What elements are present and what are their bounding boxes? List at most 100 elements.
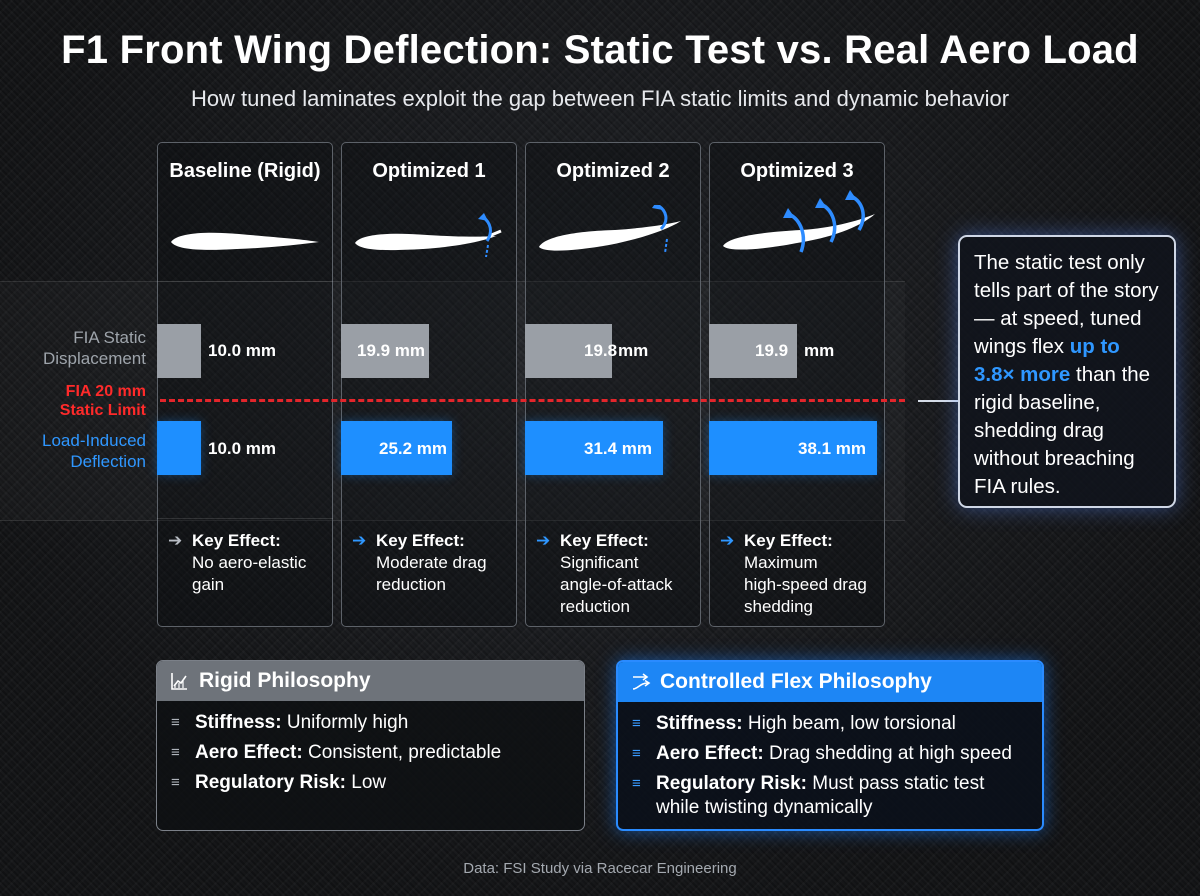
airfoil-flex-3-icon [723, 190, 875, 253]
list-item: ≡ Aero Effect: Drag shedding at high spee… [632, 742, 1042, 766]
key-effect-baseline: ➔ Key Effect: No aero-elastic gain [168, 530, 342, 596]
list-bullet-icon: ≡ [632, 715, 641, 732]
key-effect-heading: Key Effect: [744, 531, 833, 550]
arrow-right-icon: ➔ [536, 531, 551, 550]
column-divider [157, 281, 333, 282]
rigid-philosophy-panel: Rigid Philosophy ≡ Stiffness: Uniformly h… [156, 660, 585, 831]
airfoil-flex-1-icon [355, 213, 502, 258]
key-effect-line: shedding [744, 597, 814, 616]
static-unit-label: mm [618, 341, 649, 360]
arrow-right-icon: ➔ [168, 531, 183, 550]
static-row-label: FIA Static Displacement [10, 327, 146, 369]
limit-row-label: FIA 20 mm Static Limit [10, 382, 146, 420]
key-effect-line: Moderate drag [376, 553, 487, 572]
static-value-label: 19.9 [755, 341, 789, 360]
callout-highlight: up to 3.8× more [974, 335, 1120, 386]
flex-list: ≡ Stiffness: High beam, low torsional ≡ Ae… [618, 702, 1042, 820]
static-displacement-bar [157, 324, 201, 378]
page-title: F1 Front Wing Deflection: Static Test vs… [61, 28, 1139, 72]
load-deflection-bar [709, 421, 877, 475]
item-value: Consistent, predictable [307, 742, 502, 763]
panel-header: Rigid Philosophy [157, 661, 584, 701]
load-value-label: 31.4 mm [584, 439, 653, 458]
column-optimized-2 [525, 142, 701, 627]
key-effect-optimized-3: ➔ Key Effect: Maximum high-speed drag sh… [720, 530, 894, 618]
flex-icon [630, 662, 652, 716]
key-effect-line: No aero-elastic [192, 553, 307, 572]
item-label: Stiffness: [656, 713, 743, 734]
item-value: Uniformly high [286, 712, 409, 733]
key-effect-line: high-speed drag [744, 575, 867, 594]
chart-icon [169, 661, 189, 715]
key-effect-optimized-2: ➔ Key Effect: Significant angle-of-attac… [536, 530, 710, 618]
item-label: Regulatory Risk: [195, 772, 346, 793]
load-label-line: Load-Induced [42, 431, 146, 450]
column-title: Optimized 1 [372, 160, 486, 182]
column-title: Baseline (Rigid) [169, 160, 321, 182]
list-bullet-icon: ≡ [171, 714, 180, 731]
key-effect-line: angle-of-attack [560, 575, 673, 594]
column-baseline [157, 142, 333, 627]
source-note: Data: FSI Study via Racecar Engineering [463, 860, 737, 877]
rigid-list: ≡ Stiffness: Uniformly high ≡ Aero Effect:… [157, 701, 584, 795]
list-bullet-icon: ≡ [632, 775, 641, 792]
key-effect-line: reduction [376, 575, 446, 594]
item-value: Drag shedding at high speed [768, 743, 1012, 764]
key-effect-heading: Key Effect: [192, 531, 281, 550]
item-value: High beam, low torsional [747, 713, 956, 734]
column-divider [157, 518, 333, 519]
load-label-line: Deflection [70, 452, 146, 471]
load-value-label: 25.2 mm [379, 439, 448, 458]
item-value: Low [351, 772, 387, 793]
limit-label-line: Static Limit [59, 402, 146, 419]
static-value-label: 10.0 mm [208, 341, 277, 360]
load-row-label: Load-Induced Deflection [10, 430, 146, 472]
item-label: Aero Effect: [656, 743, 764, 764]
fia-limit-line [160, 399, 905, 402]
static-value-label: 19.8 [584, 341, 618, 360]
item-value: Must pass static test while twisting dyn… [656, 773, 985, 818]
key-effect-line: Maximum [744, 553, 818, 572]
list-item: ≡ Regulatory Risk: Low [171, 771, 584, 795]
key-effect-line: reduction [560, 597, 630, 616]
static-displacement-bar [525, 324, 612, 378]
load-value-label: 10.0 mm [208, 439, 277, 458]
callout-text: than the rigid baseline, shedding drag w… [974, 363, 1151, 498]
data-row-band [0, 281, 905, 521]
load-value-label: 38.1 mm [798, 439, 867, 458]
key-effect-heading: Key Effect: [560, 531, 649, 550]
static-value-label: 19.9 mm [357, 341, 426, 360]
callout-text: The static test only tells part of the s… [974, 251, 1159, 358]
panel-title: Rigid Philosophy [199, 669, 371, 692]
static-displacement-bar [341, 324, 429, 378]
item-label: Regulatory Risk: [656, 773, 807, 794]
list-item: ≡ Regulatory Risk: Must pass static test … [632, 772, 1042, 820]
flex-philosophy-panel: Controlled Flex Philosophy ≡ Stiffness: H… [616, 660, 1044, 831]
panel-header: Controlled Flex Philosophy [618, 662, 1042, 702]
insight-callout: The static test only tells part of the s… [958, 235, 1176, 508]
page-subtitle: How tuned laminates exploit the gap betw… [190, 86, 1010, 111]
limit-label-line: FIA 20 mm [65, 383, 146, 400]
load-deflection-bar [157, 421, 201, 475]
key-effect-line: gain [192, 575, 225, 594]
list-bullet-icon: ≡ [171, 744, 180, 761]
item-label: Aero Effect: [195, 742, 303, 763]
key-effect-optimized-1: ➔ Key Effect: Moderate drag reduction [352, 530, 526, 596]
arrow-right-icon: ➔ [720, 531, 735, 550]
list-item: ≡ Stiffness: High beam, low torsional [632, 712, 1042, 736]
list-item: ≡ Aero Effect: Consistent, predictable [171, 741, 584, 765]
arrow-right-icon: ➔ [352, 531, 367, 550]
item-label: Stiffness: [195, 712, 282, 733]
key-effect-line: Significant [560, 553, 639, 572]
column-title: Optimized 3 [740, 160, 854, 182]
static-label-line: Displacement [43, 349, 146, 368]
panel-title: Controlled Flex Philosophy [660, 670, 932, 693]
list-bullet-icon: ≡ [632, 745, 641, 762]
static-unit-label: mm [804, 341, 835, 360]
callout-connector [918, 400, 958, 402]
airfoil-flex-2-icon [539, 205, 681, 254]
static-label-line: FIA Static [73, 328, 146, 347]
load-deflection-bar [525, 421, 663, 475]
column-title: Optimized 2 [556, 160, 670, 182]
key-effect-heading: Key Effect: [376, 531, 465, 550]
